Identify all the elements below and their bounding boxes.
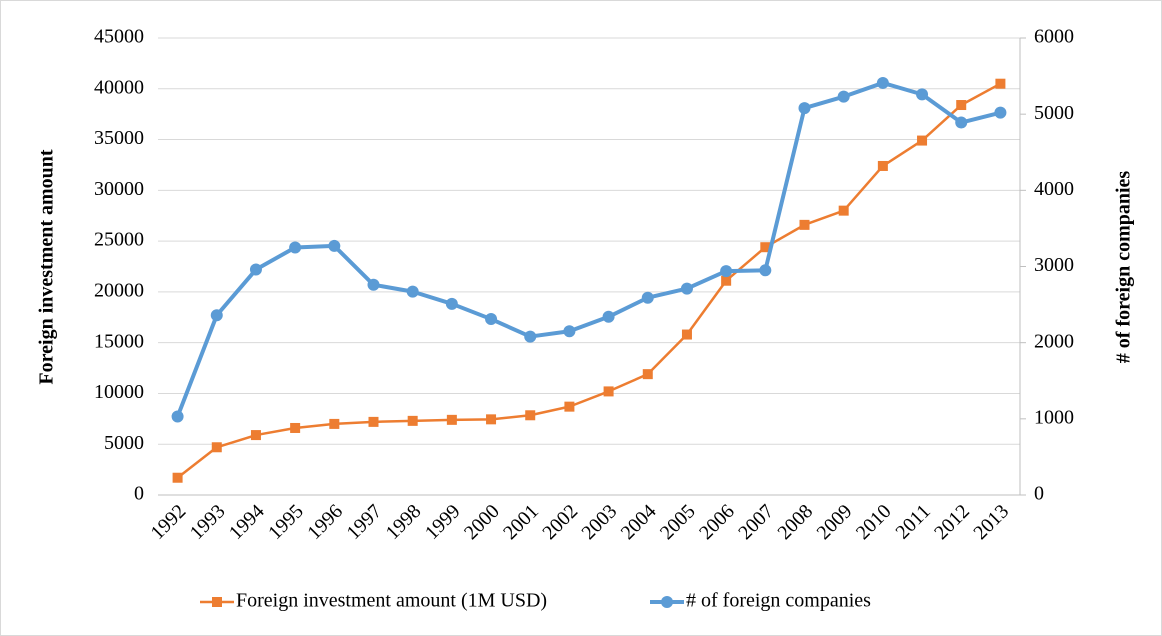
y-tick-label: 20000: [94, 279, 144, 301]
marker: [680, 282, 693, 295]
marker: [486, 414, 497, 425]
marker: [485, 313, 498, 326]
y2-tick-label: 1000: [1034, 406, 1074, 428]
y-tick-label: 5000: [104, 432, 144, 454]
y-tick-label: 25000: [94, 229, 144, 251]
marker: [406, 285, 419, 298]
y2-axis-title: # of foreign companies: [1113, 171, 1135, 364]
series-line: [176, 82, 1002, 479]
marker: [210, 309, 223, 322]
marker: [602, 310, 615, 323]
marker: [172, 472, 183, 483]
marker: [799, 219, 810, 230]
y-tick-label: 40000: [94, 76, 144, 98]
marker: [445, 297, 458, 310]
marker: [290, 422, 301, 433]
marker: [760, 242, 771, 253]
marker: [368, 416, 379, 427]
legend-label: Foreign investment amount (1M USD): [236, 590, 547, 612]
y-axis-title: Foreign investment amount: [36, 149, 58, 385]
y2-tick-label: 0: [1034, 483, 1044, 505]
marker: [721, 275, 732, 286]
y-tick-label: 10000: [94, 381, 144, 403]
legend-marker: [661, 596, 673, 608]
y-tick-label: 15000: [94, 330, 144, 352]
marker: [329, 418, 340, 429]
marker: [171, 410, 184, 423]
marker: [877, 160, 888, 171]
marker: [446, 414, 457, 425]
marker: [563, 325, 576, 338]
y2-tick-label: 6000: [1034, 26, 1074, 48]
marker: [876, 76, 889, 89]
y2-tick-label: 5000: [1034, 102, 1074, 124]
marker: [917, 135, 928, 146]
marker: [681, 329, 692, 340]
y-tick-label: 0: [134, 483, 144, 505]
legend-label: # of foreign companies: [686, 590, 871, 612]
marker: [524, 330, 537, 343]
marker: [564, 401, 575, 412]
marker: [916, 88, 929, 101]
marker: [995, 78, 1006, 89]
marker: [328, 239, 341, 252]
marker: [407, 415, 418, 426]
y-tick-label: 45000: [94, 26, 144, 48]
y2-tick-label: 4000: [1034, 178, 1074, 200]
marker: [525, 410, 536, 421]
marker: [837, 90, 850, 103]
marker: [367, 278, 380, 291]
legend-marker: [212, 597, 222, 607]
marker: [641, 291, 654, 304]
y-tick-label: 30000: [94, 178, 144, 200]
marker: [642, 369, 653, 380]
series-line: [175, 80, 1001, 418]
marker: [798, 102, 811, 115]
marker: [955, 116, 968, 129]
marker: [289, 241, 302, 254]
marker: [249, 263, 262, 276]
y-tick-label: 35000: [94, 127, 144, 149]
marker: [603, 386, 614, 397]
marker: [759, 264, 772, 277]
marker: [956, 100, 967, 111]
marker: [994, 106, 1007, 119]
marker: [211, 442, 222, 453]
y2-tick-label: 3000: [1034, 254, 1074, 276]
marker: [250, 430, 261, 441]
y2-tick-label: 2000: [1034, 330, 1074, 352]
marker: [720, 265, 733, 278]
marker: [838, 205, 849, 216]
